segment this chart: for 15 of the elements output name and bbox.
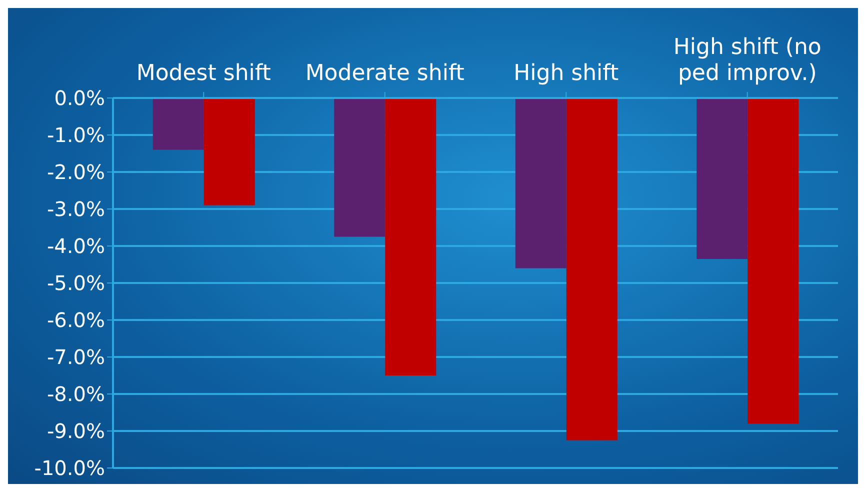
y-tick-label: -3.0% <box>46 197 105 222</box>
y-tick-label: -8.0% <box>46 382 105 406</box>
x-tick-label: Moderate shift <box>305 61 465 86</box>
y-tick-label: -9.0% <box>46 419 105 444</box>
x-tick-label: Modest shift <box>136 61 272 86</box>
y-tick-label: -2.0% <box>46 160 105 184</box>
y-tick-label: -10.0% <box>34 456 105 480</box>
y-tick-label: -7.0% <box>46 345 105 370</box>
y-tick-label: -5.0% <box>46 271 105 296</box>
y-tick-label: 0.0% <box>54 86 105 110</box>
x-tick-label: High shift <box>514 61 620 86</box>
y-tick-label: -1.0% <box>46 123 105 148</box>
y-tick-label: -6.0% <box>46 308 105 332</box>
y-tick-label: -4.0% <box>46 234 105 258</box>
x-tick-label: High shift (no ped improv.) <box>673 35 822 86</box>
